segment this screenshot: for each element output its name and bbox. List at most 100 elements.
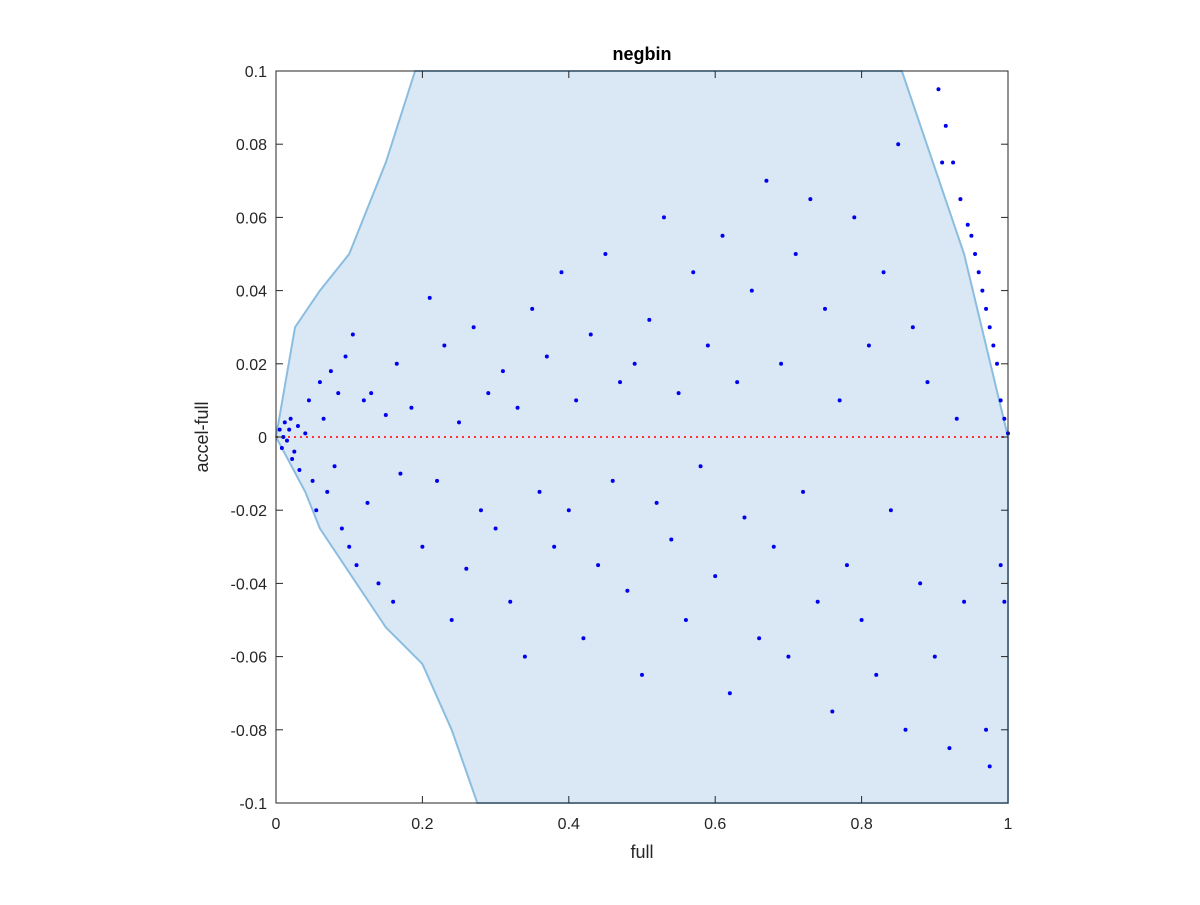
data-point (314, 508, 319, 513)
data-point (515, 405, 520, 410)
data-point (457, 420, 461, 425)
data-point (720, 233, 725, 238)
data-point (282, 420, 287, 425)
data-point (603, 252, 608, 256)
data-point (998, 398, 1003, 403)
data-point (350, 332, 355, 337)
data-point (610, 478, 615, 483)
data-point (881, 270, 886, 275)
data-points (277, 87, 1010, 769)
data-point (676, 391, 681, 396)
data-point (852, 215, 857, 220)
data-point (493, 526, 498, 531)
data-point (757, 636, 762, 641)
data-point (544, 354, 549, 359)
data-point (866, 343, 871, 348)
data-point (427, 295, 432, 300)
data-point (984, 306, 989, 311)
data-point (844, 563, 849, 568)
y-tick-label: -0.1 (239, 796, 267, 813)
data-point (647, 317, 652, 322)
data-point (435, 478, 440, 483)
data-point (980, 288, 985, 293)
data-point (284, 438, 289, 443)
data-point (947, 746, 952, 751)
data-point (588, 332, 593, 337)
data-point (987, 764, 992, 769)
data-point (727, 691, 732, 696)
data-point (288, 416, 293, 421)
data-point (336, 391, 341, 396)
data-point (801, 489, 806, 494)
data-point (998, 563, 1003, 568)
data-point (973, 252, 978, 256)
data-point (361, 398, 366, 403)
x-axis-ticks: 0 0.2 0.4 0.6 0.8 1 (272, 71, 1013, 833)
data-point (896, 142, 901, 147)
data-point (954, 416, 959, 421)
data-point (705, 343, 710, 348)
x-tick-label: 0.2 (411, 816, 433, 833)
data-point (640, 672, 644, 677)
data-point (951, 160, 956, 165)
data-point (808, 197, 813, 202)
data-point (552, 544, 557, 549)
data-point (420, 544, 425, 549)
data-point (574, 398, 579, 403)
data-point (287, 427, 292, 432)
data-point (369, 391, 374, 396)
data-point (530, 306, 535, 311)
data-point (958, 197, 963, 202)
data-point (409, 405, 414, 410)
y-tick-label: 0.08 (236, 137, 267, 154)
data-point (376, 581, 381, 586)
y-tick-label: -0.06 (231, 650, 268, 667)
data-point (793, 252, 798, 256)
x-tick-label: 1 (1004, 816, 1013, 833)
data-point (332, 464, 337, 469)
data-point (903, 727, 908, 732)
data-point (471, 325, 476, 330)
data-point (347, 544, 352, 549)
data-point (962, 599, 967, 604)
data-point (566, 508, 571, 513)
data-point (317, 380, 322, 385)
data-point (596, 563, 601, 568)
data-point (969, 233, 974, 238)
data-point (279, 445, 284, 450)
data-point (859, 618, 864, 622)
data-point (295, 424, 300, 429)
data-point (537, 489, 542, 494)
data-point (936, 87, 941, 92)
data-point (976, 270, 981, 275)
data-point (464, 566, 469, 571)
data-point (398, 471, 403, 476)
data-point (940, 160, 945, 165)
data-point (1002, 416, 1007, 421)
data-point (991, 343, 996, 348)
data-point (1002, 599, 1007, 604)
y-tick-label: -0.02 (231, 503, 268, 520)
data-point (683, 618, 688, 622)
y-axis-ticks: -0.1 -0.08 -0.06 -0.04 -0.02 0 0.02 0.04 0.06 0.0… (231, 64, 1008, 813)
data-point (500, 369, 505, 374)
data-point (661, 215, 666, 220)
y-tick-label: 0.04 (236, 284, 267, 301)
x-tick-label: 0 (272, 816, 281, 833)
data-point (325, 489, 330, 494)
data-point (786, 654, 791, 659)
data-point (581, 636, 586, 641)
x-tick-label: 0.6 (704, 816, 726, 833)
data-point (522, 654, 527, 659)
data-point (297, 467, 302, 472)
data-point (343, 354, 348, 359)
data-point (910, 325, 915, 330)
data-point (339, 526, 344, 531)
data-point (632, 361, 637, 366)
data-point (365, 500, 370, 505)
y-tick-label: -0.04 (231, 576, 268, 593)
y-tick-label: -0.08 (231, 723, 268, 740)
data-point (321, 416, 326, 421)
